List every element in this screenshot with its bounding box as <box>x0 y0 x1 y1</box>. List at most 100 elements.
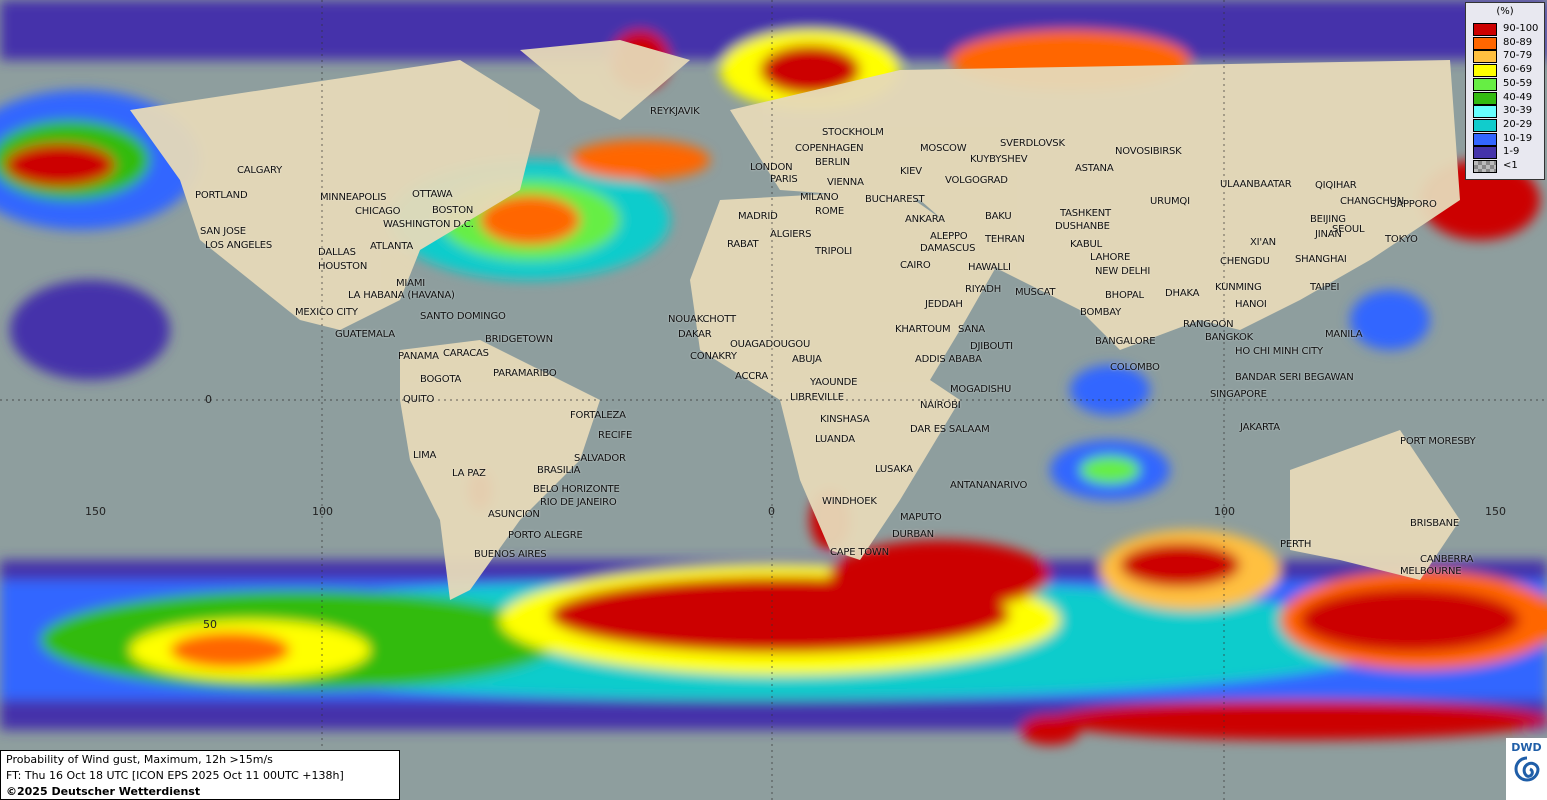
city-label: SAN JOSE <box>200 226 246 237</box>
legend-label: 80-89 <box>1503 36 1533 48</box>
city-label: URUMQI <box>1150 196 1190 207</box>
city-label: VIENNA <box>827 177 864 188</box>
city-label: PORTO ALEGRE <box>508 530 583 541</box>
legend-label: 60-69 <box>1503 64 1533 76</box>
legend-item: 70-79 <box>1473 50 1543 64</box>
grid-label: 0 <box>768 505 775 518</box>
city-label: SAPPORO <box>1390 199 1437 210</box>
city-label: COLOMBO <box>1110 362 1160 373</box>
city-label: KIEV <box>900 166 922 177</box>
city-label: WASHINGTON D.C. <box>383 219 474 230</box>
city-label: SHANGHAI <box>1295 254 1347 265</box>
city-label: ADDIS ABABA <box>915 354 982 365</box>
city-label: CARACAS <box>443 348 489 359</box>
legend-item: 20-29 <box>1473 118 1543 132</box>
grid-label: 150 <box>85 505 106 518</box>
city-label: PARAMARIBO <box>493 368 557 379</box>
city-label: CANBERRA <box>1420 554 1474 565</box>
city-label: COPENHAGEN <box>795 143 864 154</box>
city-label: BOGOTA <box>420 374 462 385</box>
city-label: CAPE TOWN <box>830 547 889 558</box>
city-label: ATLANTA <box>370 241 414 252</box>
city-label: KUNMING <box>1215 282 1262 293</box>
legend-swatch <box>1473 160 1497 173</box>
legend-label: 1-9 <box>1503 146 1520 158</box>
city-label: DAR ES SALAAM <box>910 424 990 435</box>
legend-label: <1 <box>1503 160 1518 171</box>
city-label: CHICAGO <box>355 206 401 217</box>
legend-label: 90-100 <box>1503 23 1539 34</box>
city-label: RABAT <box>727 239 759 250</box>
legend-label: 40-49 <box>1503 91 1533 103</box>
legend-item: 50-59 <box>1473 77 1543 91</box>
city-label: DAKAR <box>678 329 712 340</box>
city-label: CONAKRY <box>690 351 737 362</box>
city-label: LA HABANA (HAVANA) <box>348 290 455 301</box>
city-label: BUCHAREST <box>865 194 925 205</box>
city-label: BOSTON <box>432 205 474 216</box>
city-label: SEOUL <box>1332 224 1365 235</box>
city-label: LUSAKA <box>875 464 913 475</box>
swirl-icon <box>1514 756 1540 782</box>
city-label: RECIFE <box>598 430 633 441</box>
forecast-time: FT: Thu 16 Oct 18 UTC [ICON EPS 2025 Oct… <box>6 769 344 782</box>
city-label: TOKYO <box>1385 234 1418 245</box>
city-label: LIBREVILLE <box>790 392 844 403</box>
city-label: MOSCOW <box>920 143 967 154</box>
city-label: MILANO <box>800 192 839 203</box>
legend-swatch <box>1473 146 1497 160</box>
legend-item: 10-19 <box>1473 132 1543 146</box>
city-label: CHENGDU <box>1220 256 1270 267</box>
city-label: ROME <box>815 206 844 217</box>
city-label: BEIJING <box>1310 214 1346 225</box>
city-label: LOS ANGELES <box>205 240 273 251</box>
city-label: HANOI <box>1235 299 1267 310</box>
legend-swatch <box>1473 36 1497 50</box>
legend-item: 1-9 <box>1473 146 1543 160</box>
grid-label: 50 <box>203 618 217 631</box>
city-label: LAHORE <box>1090 252 1131 263</box>
city-label: ANTANANARIVO <box>950 480 1028 491</box>
city-label: DHAKA <box>1165 288 1200 299</box>
city-label: GUATEMALA <box>335 329 395 340</box>
city-label: WINDHOEK <box>822 496 877 507</box>
city-label: JEDDAH <box>925 299 963 310</box>
land <box>130 40 1460 600</box>
city-label: BELO HORIZONTE <box>533 484 620 495</box>
city-label: FORTALEZA <box>570 410 626 421</box>
city-label: MANILA <box>1325 329 1363 340</box>
city-label: RANGOON <box>1183 319 1234 330</box>
city-label: BOMBAY <box>1080 307 1122 318</box>
product-title: Probability of Wind gust, Maximum, 12h >… <box>6 753 273 766</box>
city-label: TASHKENT <box>1060 208 1111 219</box>
legend-swatch <box>1473 77 1497 91</box>
city-label: MUSCAT <box>1015 287 1056 298</box>
city-label: BRISBANE <box>1410 518 1460 529</box>
city-label: SVERDLOVSK <box>1000 138 1065 149</box>
city-label: ALGIERS <box>770 229 812 240</box>
city-label: DALLAS <box>318 247 356 258</box>
legend-swatch <box>1473 23 1497 36</box>
legend-label: 30-39 <box>1503 105 1533 117</box>
city-label: LONDON <box>750 162 793 173</box>
legend-swatch <box>1473 91 1497 105</box>
city-label: DAMASCUS <box>920 243 976 254</box>
city-label: SINGAPORE <box>1210 389 1267 400</box>
legend-swatch <box>1473 64 1497 78</box>
city-label: REYKJAVIK <box>650 106 700 117</box>
city-label: STOCKHOLM <box>822 127 884 138</box>
grid-label: 100 <box>1214 505 1235 518</box>
legend-item: 40-49 <box>1473 91 1543 105</box>
city-label: CALGARY <box>237 165 283 176</box>
city-label: NEW DELHI <box>1095 266 1151 277</box>
city-label: HOUSTON <box>318 261 368 272</box>
city-label: QUITO <box>403 394 435 405</box>
city-label: QIQIHAR <box>1315 180 1357 191</box>
city-label: PORT MORESBY <box>1400 436 1476 447</box>
city-label: LIMA <box>413 450 437 461</box>
grid-label: 150 <box>1485 505 1506 518</box>
city-label: MINNEAPOLIS <box>320 192 387 203</box>
city-label: HO CHI MINH CITY <box>1235 346 1323 357</box>
city-label: OUAGADOUGOU <box>730 339 811 350</box>
